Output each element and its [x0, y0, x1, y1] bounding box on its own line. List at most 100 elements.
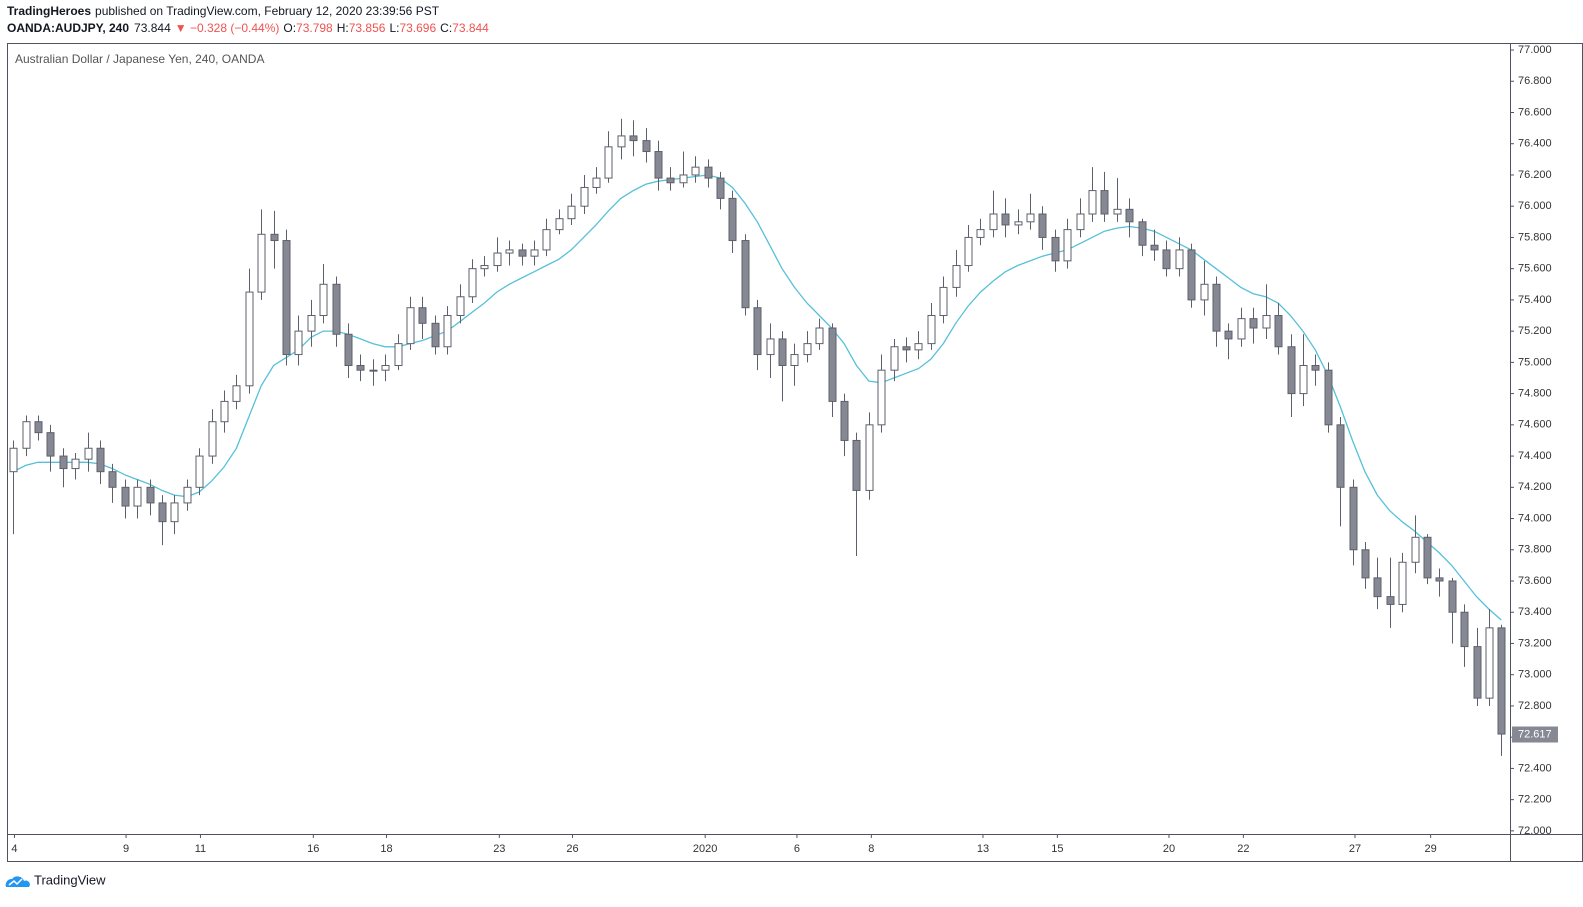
candle-body: [865, 424, 874, 491]
candle-body: [146, 486, 155, 504]
y-tick-label: 74.400: [1518, 450, 1552, 462]
candle-body: [1311, 364, 1320, 371]
x-tick-label: 26: [566, 843, 578, 855]
candle-body: [654, 151, 663, 179]
candle-body: [133, 486, 142, 507]
candle-body: [716, 177, 725, 199]
candle-body: [1473, 646, 1482, 699]
candle-body: [1125, 208, 1134, 223]
ohlc-value: 73.696: [399, 21, 436, 35]
published-text: published on TradingView.com, February 1…: [95, 4, 440, 18]
candle-body: [71, 458, 80, 470]
symbol: OANDA:AUDJPY, 240: [7, 21, 129, 35]
candle-body: [530, 249, 539, 257]
candle-body: [1299, 364, 1308, 395]
candle-body: [245, 291, 254, 387]
candle-body: [753, 307, 762, 356]
logo: [5, 876, 30, 887]
candle-body: [34, 421, 43, 434]
candle-body: [1411, 536, 1420, 563]
candle-body: [741, 240, 750, 309]
candle-body: [1237, 318, 1246, 340]
candle-body: [976, 229, 985, 238]
candle-body: [877, 369, 886, 426]
publisher: TradingHeroes: [7, 4, 91, 18]
candle-body: [232, 385, 241, 402]
candle-body: [1373, 577, 1382, 598]
candle-body: [270, 233, 279, 242]
y-tick-label: 73.400: [1518, 606, 1552, 618]
candle-body: [369, 369, 378, 372]
change: ▼ −0.328 (−0.44%): [175, 21, 280, 35]
x-tick-label: 13: [977, 843, 989, 855]
y-tick-label: 72.000: [1518, 825, 1552, 837]
candle-body: [852, 439, 861, 491]
candle-body: [1200, 283, 1209, 301]
candle-body: [1460, 611, 1469, 648]
candle-body: [790, 354, 799, 366]
candle-body: [1224, 330, 1233, 340]
candle-body: [642, 140, 651, 153]
candle-body: [629, 135, 638, 142]
y-tick-label: 75.400: [1518, 294, 1552, 306]
candle-body: [468, 268, 477, 298]
x-tick-label: 22: [1237, 843, 1249, 855]
ohlc-label: O:: [283, 21, 296, 35]
last-price-box: [1512, 726, 1558, 743]
candle-body: [592, 177, 601, 188]
candle-body: [1088, 190, 1097, 215]
candle-body: [604, 146, 613, 179]
y-tick-label: 77.000: [1518, 44, 1552, 56]
candle-body: [1349, 486, 1358, 551]
y-tick-label: 74.800: [1518, 388, 1552, 400]
x-tick-label: 6: [794, 843, 800, 855]
candle-body: [307, 315, 316, 332]
candle-body: [704, 166, 713, 179]
candle-body: [778, 338, 787, 366]
candle-body: [1249, 318, 1258, 329]
candle-body: [294, 330, 303, 356]
x-tick-label: 9: [123, 843, 129, 855]
candle-body: [108, 471, 117, 488]
y-tick-label: 72.400: [1518, 762, 1552, 774]
ohlc-value: 73.856: [349, 21, 386, 35]
candle-body: [1138, 221, 1147, 246]
y-tick-label: 72.800: [1518, 700, 1552, 712]
candle-body: [319, 283, 328, 317]
candle-body: [9, 447, 18, 473]
candle-body: [220, 400, 229, 423]
ohlc-label: C:: [440, 21, 452, 35]
candle-body: [443, 315, 452, 348]
candle-body: [1423, 536, 1432, 579]
candle-body: [505, 249, 514, 254]
candle-body: [766, 338, 775, 356]
y-tick-label: 76.600: [1518, 106, 1552, 118]
last-price-label: 72.617: [1518, 728, 1552, 740]
y-tick-label: 73.600: [1518, 575, 1552, 587]
candle-body: [1113, 208, 1122, 215]
candle-body: [666, 177, 675, 184]
candle-body: [1435, 577, 1444, 582]
candle-body: [542, 229, 551, 251]
y-tick-label: 76.200: [1518, 169, 1552, 181]
candle-body: [555, 218, 564, 231]
y-tick-label: 76.800: [1518, 75, 1552, 87]
candle-body: [480, 265, 489, 270]
candle-body: [59, 455, 68, 470]
x-tick-label: 11: [195, 843, 206, 855]
candle-body: [170, 502, 179, 523]
candle-body: [158, 502, 167, 523]
candle-body: [1336, 424, 1345, 488]
candle-body: [1485, 627, 1494, 699]
candle-body: [195, 455, 204, 488]
y-tick-label: 76.000: [1518, 200, 1552, 212]
candle-body: [431, 322, 440, 348]
candle-body: [418, 307, 427, 324]
candle-body: [927, 315, 936, 345]
y-tick-label: 75.200: [1518, 325, 1552, 337]
candle-body: [617, 135, 626, 148]
candle-body: [1212, 283, 1221, 332]
candle-body: [356, 364, 365, 371]
candle-body: [828, 327, 837, 402]
y-tick-label: 73.000: [1518, 669, 1552, 681]
